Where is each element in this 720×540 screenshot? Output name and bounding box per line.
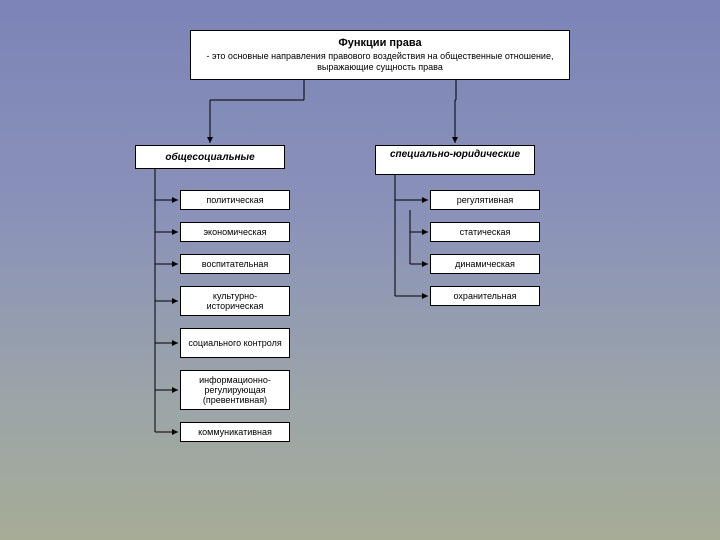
item-label: экономическая <box>203 227 266 237</box>
subitem-label: динамическая <box>455 259 515 269</box>
root-title: Функции права <box>338 37 421 49</box>
item-label: коммуникативная <box>198 427 272 437</box>
connector-lines <box>0 0 720 540</box>
item-box-0-0: политическая <box>180 190 290 210</box>
item-label: культурно-историческая <box>187 291 283 311</box>
category-box-1: специально-юридические <box>375 145 535 175</box>
item-label: политическая <box>206 195 263 205</box>
item-label: охранительная <box>454 291 517 301</box>
root-box: Функции права - это основные направления … <box>190 30 570 80</box>
category-label: специально-юридические <box>390 149 520 160</box>
item-label: регулятивная <box>457 195 514 205</box>
item-box-0-3: культурно-историческая <box>180 286 290 316</box>
item-box-1-1: охранительная <box>430 286 540 306</box>
item-box-0-6: коммуникативная <box>180 422 290 442</box>
root-subtitle: - это основные направления правового воз… <box>201 51 559 73</box>
category-box-0: общесоциальные <box>135 145 285 169</box>
item-label: информационно-регулирующая (превентивная… <box>187 375 283 405</box>
item-box-0-2: воспитательная <box>180 254 290 274</box>
category-label: общесоциальные <box>165 152 254 163</box>
item-label: воспитательная <box>202 259 268 269</box>
item-box-0-5: информационно-регулирующая (превентивная… <box>180 370 290 410</box>
subitem-box-1-0-0: статическая <box>430 222 540 242</box>
item-box-0-1: экономическая <box>180 222 290 242</box>
item-box-1-0: регулятивная <box>430 190 540 210</box>
item-box-0-4: социального контроля <box>180 328 290 358</box>
subitem-box-1-0-1: динамическая <box>430 254 540 274</box>
item-label: социального контроля <box>188 338 281 348</box>
subitem-label: статическая <box>460 227 511 237</box>
